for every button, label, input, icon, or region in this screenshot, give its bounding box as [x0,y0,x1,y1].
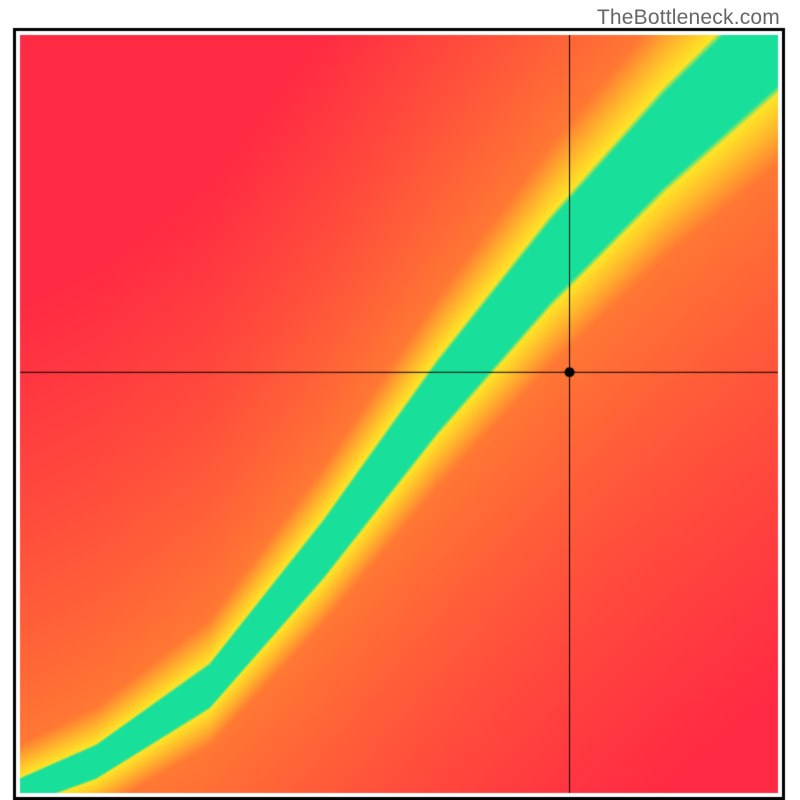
bottleneck-heatmap [0,0,800,800]
watermark-text: TheBottleneck.com [597,6,780,30]
chart-container: TheBottleneck.com [0,0,800,800]
